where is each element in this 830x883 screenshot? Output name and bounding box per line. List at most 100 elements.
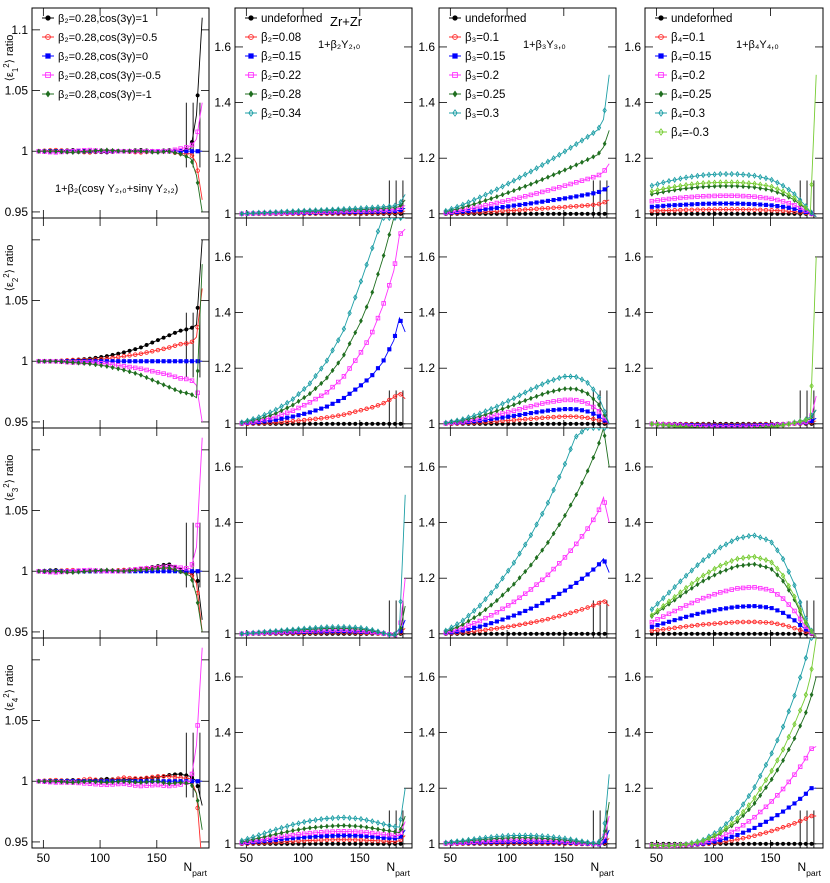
data-point: [167, 372, 172, 378]
data-point: [579, 399, 585, 404]
y-axis-title-row-1: ⟨ε12⟩ ratio: [2, 35, 20, 82]
data-point: [775, 631, 780, 636]
data-point: [178, 151, 183, 157]
data-point: [758, 631, 763, 636]
data-point: [746, 819, 752, 824]
y-tick-label: 1.6: [418, 40, 435, 54]
data-point: [489, 417, 494, 422]
panel-frame: [644, 427, 824, 639]
series-line: [650, 638, 817, 847]
data-point: [758, 841, 763, 846]
data-point: [284, 410, 290, 416]
legend-label: β₄=0.25: [671, 89, 711, 101]
data-point: [364, 261, 369, 268]
data-point: [763, 195, 769, 201]
x-tick-label: 50: [444, 851, 458, 865]
data-point: [290, 626, 296, 633]
data-point: [250, 833, 256, 841]
data-point: [809, 382, 814, 390]
data-point: [557, 205, 562, 210]
data-point: [330, 833, 335, 838]
data-point: [65, 779, 70, 785]
data-point: [706, 834, 712, 842]
data-point: [99, 147, 104, 154]
y-tick-label: 0.95: [5, 205, 29, 219]
data-point: [375, 841, 381, 846]
data-point: [723, 201, 729, 206]
data-point: [769, 203, 774, 208]
data-point: [290, 418, 296, 424]
data-point: [758, 181, 763, 188]
data-point: [133, 148, 138, 155]
data-point: [792, 692, 797, 699]
data-point: [500, 411, 505, 416]
data-point: [666, 631, 672, 636]
data-point: [87, 148, 92, 154]
data-point: [341, 325, 347, 333]
legend-marker: [248, 53, 254, 59]
data-point: [262, 411, 267, 418]
data-point: [477, 410, 483, 417]
data-point: [740, 179, 746, 186]
data-point: [273, 826, 279, 833]
data-point: [540, 381, 545, 388]
legend-label: β₂=0.28,cos(3γ)=0.5: [58, 32, 157, 44]
data-point: [534, 410, 539, 415]
data-point: [319, 206, 324, 214]
data-point: [466, 618, 471, 624]
legend-label: undeformed: [261, 13, 322, 25]
data-point: [483, 417, 488, 422]
data-point: [545, 198, 550, 203]
data-point: [392, 202, 398, 209]
data-point: [661, 614, 666, 619]
data-point: [330, 814, 335, 822]
data-point: [678, 841, 683, 848]
data-point: [364, 830, 369, 835]
data-point: [735, 832, 740, 838]
data-point: [387, 835, 392, 841]
data-point: [93, 778, 98, 785]
data-point: [746, 841, 751, 846]
data-point: [307, 410, 312, 415]
data-point: [150, 566, 155, 572]
data-point: [596, 394, 602, 401]
data-point: [528, 201, 533, 206]
data-point: [99, 779, 104, 785]
data-point: [324, 829, 330, 835]
data-point: [741, 562, 746, 569]
data-point: [104, 779, 109, 786]
data-point: [477, 618, 483, 624]
y-tick-label: 1.6: [214, 40, 231, 54]
y-tick-label: 1: [428, 207, 435, 221]
data-point: [602, 820, 607, 827]
y-tick-label: 0.95: [5, 415, 29, 429]
data-point: [540, 631, 545, 636]
data-point: [189, 771, 195, 777]
series-line: [444, 130, 610, 213]
y-tick-label: 1.4: [214, 96, 231, 110]
data-point: [545, 572, 551, 578]
data-point: [661, 627, 666, 632]
data-point: [562, 196, 567, 201]
data-point: [706, 201, 711, 206]
y-tick-label: 1.2: [418, 781, 435, 795]
data-point: [178, 341, 183, 347]
legend-marker: [658, 128, 664, 136]
data-point: [775, 203, 780, 209]
data-point: [574, 421, 579, 426]
data-point: [798, 631, 803, 636]
data-point: [591, 396, 596, 402]
data-point: [792, 721, 797, 728]
data-point: [307, 390, 312, 397]
data-point: [449, 418, 454, 425]
data-point: [239, 210, 244, 217]
data-point: [489, 631, 494, 636]
data-point: [150, 359, 155, 364]
data-point: [591, 191, 596, 196]
data-point: [381, 203, 386, 210]
data-point: [466, 627, 471, 632]
data-point: [775, 621, 780, 627]
data-point: [173, 567, 177, 573]
series-3: [649, 585, 817, 637]
data-point: [786, 746, 791, 753]
